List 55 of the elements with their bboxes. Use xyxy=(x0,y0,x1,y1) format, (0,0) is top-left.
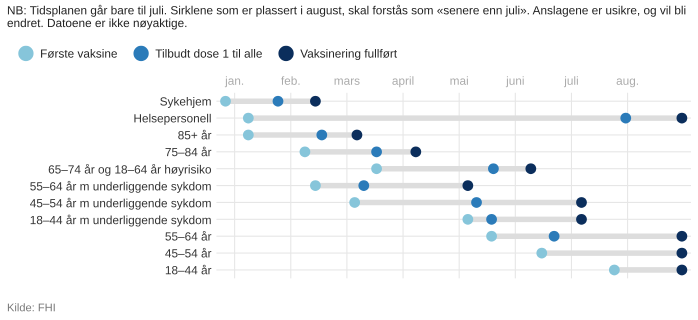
legend-label: Tilbudt dose 1 til alle xyxy=(156,49,262,58)
y-tick-label: 75–84 år xyxy=(166,146,212,156)
chart-title: NB: Tidsplanen går bare til juli. Sirklene som er plassert i august, skal forstås som «senere enn juli». Anslagene er usikre, og vil bli endret. Datoene er ikke nøyaktige. xyxy=(7,4,686,30)
y-tick-label: Sykehjem xyxy=(160,96,211,108)
point xyxy=(576,197,587,208)
point xyxy=(316,130,328,140)
y-tick-label: 18–44 år m underliggende sykdom xyxy=(30,214,211,227)
y-tick-label: 65–74 år og 18–64 år høyrisiko xyxy=(48,164,212,176)
y-tick-label: 18–44 år xyxy=(166,264,212,274)
text: aug. xyxy=(616,78,638,88)
point xyxy=(620,112,632,124)
point xyxy=(371,146,382,158)
point xyxy=(300,146,310,158)
text: juni xyxy=(506,76,524,88)
point xyxy=(608,264,620,276)
point xyxy=(486,214,497,225)
point xyxy=(676,264,688,276)
y-tick-label: 45–54 år m underliggende sykdom xyxy=(30,198,211,210)
text: april xyxy=(392,76,414,88)
point xyxy=(410,146,422,158)
point xyxy=(371,163,382,174)
text: feb. xyxy=(281,76,300,85)
point xyxy=(462,180,474,191)
point xyxy=(471,197,482,208)
point xyxy=(242,130,254,140)
point xyxy=(536,248,548,258)
text: juli xyxy=(564,76,578,88)
y-tick-label: 85+ år xyxy=(178,130,212,140)
y-tick-label: 55–64 år xyxy=(165,230,212,241)
legend-label: Vaksinering fullført xyxy=(300,49,398,60)
point xyxy=(488,163,499,174)
point xyxy=(272,96,284,107)
point xyxy=(486,230,497,242)
point xyxy=(310,180,321,191)
text: jan. xyxy=(224,76,244,88)
point xyxy=(525,163,536,174)
text: Kilde: FHI xyxy=(8,303,55,312)
y-tick-label: 55–64 år m underliggende sykdom xyxy=(30,180,211,193)
point xyxy=(676,230,688,242)
point xyxy=(358,180,370,191)
point xyxy=(548,230,560,242)
point xyxy=(310,96,321,107)
text: mai xyxy=(450,76,468,85)
point xyxy=(676,112,688,124)
point xyxy=(462,214,474,225)
y-tick-label: Helsepersonell xyxy=(134,114,211,125)
point xyxy=(349,197,360,208)
y-tick-label: 45–54 år xyxy=(165,248,212,258)
point xyxy=(242,112,254,124)
legend-label: Første vaksine xyxy=(41,49,117,58)
point xyxy=(676,248,688,258)
text: mars xyxy=(334,78,360,85)
point xyxy=(576,214,587,225)
point xyxy=(352,130,362,140)
point xyxy=(220,96,231,107)
